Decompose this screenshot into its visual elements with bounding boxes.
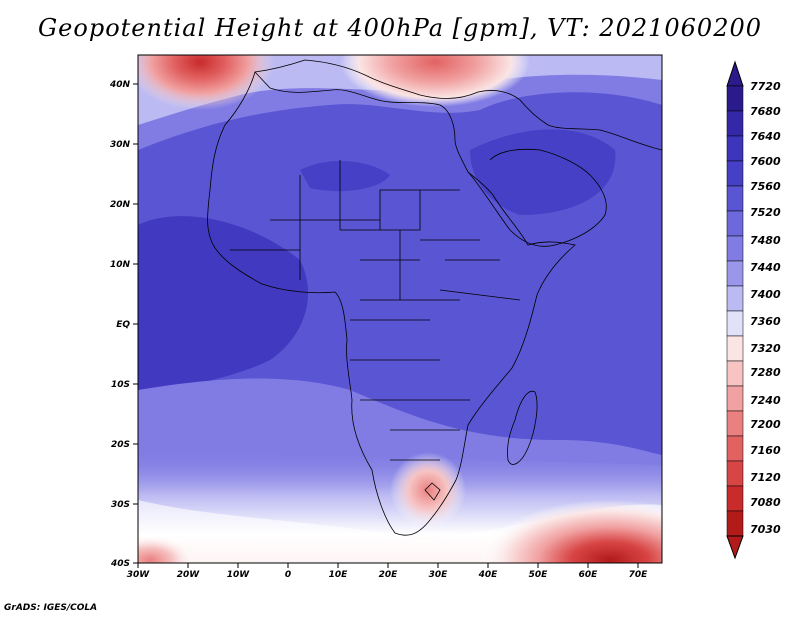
lon-label: 0 (285, 570, 291, 580)
colorbar-swatch (726, 435, 744, 462)
colorbar-label: 7720 (750, 80, 781, 93)
colorbar-label: 7160 (750, 444, 781, 457)
colorbar-label: 7560 (750, 180, 781, 193)
colorbar-swatches (726, 85, 744, 537)
colorbar-label: 7640 (750, 130, 781, 143)
lon-label: 10E (329, 570, 349, 580)
colorbar-label: 7030 (750, 523, 781, 536)
colorbar-swatch (726, 285, 744, 312)
colorbar-swatch (726, 410, 744, 437)
lat-label: 40S (110, 559, 130, 569)
colorbar-swatch (726, 235, 744, 262)
colorbar-label: 7680 (750, 105, 781, 118)
lon-label: 20W (177, 570, 201, 580)
lat-label: 30S (111, 500, 130, 510)
colorbar-label: 7200 (750, 418, 781, 431)
credit-text: GrADS: IGES/COLA (4, 603, 98, 613)
colorbar-label: 7280 (750, 366, 781, 379)
coastlines (207, 59, 662, 536)
colorbar-swatch (726, 135, 744, 162)
colorbar-swatch (726, 385, 744, 412)
lat-label: 40N (109, 80, 131, 90)
colorbar-label: 7320 (750, 342, 781, 355)
lat-label: 20N (110, 200, 131, 210)
colorbar-swatch (726, 335, 744, 362)
colorbar-swatch (726, 85, 744, 112)
lat-label: 20S (111, 440, 130, 450)
colorbar-label: 7600 (750, 155, 781, 168)
colorbar-swatch (726, 460, 744, 487)
lat-label: 10S (111, 380, 130, 390)
colorbar-swatch (726, 360, 744, 387)
colorbar-label: 7440 (750, 261, 781, 274)
colorbar-top-arrow (726, 60, 744, 87)
colorbar-swatch (726, 210, 744, 237)
colorbar-label: 7520 (750, 206, 781, 219)
colorbar-label: 7480 (750, 234, 781, 247)
colorbar-swatch (726, 485, 744, 512)
lon-label: 60E (579, 570, 599, 580)
colorbar-labels: 7720 7680 7640 7600 7560 7520 7480 7440 … (750, 80, 781, 536)
colorbar-swatch (726, 160, 744, 187)
colorbar-label: 7120 (750, 471, 781, 484)
colorbar-swatch (726, 310, 744, 337)
colorbar-label: 7240 (750, 394, 781, 407)
colorbar-swatch (726, 110, 744, 137)
lon-label: 70E (629, 570, 649, 580)
lat-label: 30N (110, 140, 131, 150)
colorbar-swatch (726, 260, 744, 287)
lon-label: 30W (127, 570, 151, 580)
colorbar: 7720 7680 7640 7600 7560 7520 7480 7440 … (726, 60, 781, 560)
lon-label: 10W (227, 570, 251, 580)
map-frame (137, 54, 663, 564)
height-field (138, 55, 662, 563)
colorbar-swatch (726, 185, 744, 212)
longitude-labels: 30W 20W 10W 0 10E 20E 30E 40E 50E 60E 70… (127, 570, 648, 580)
lon-label: 40E (478, 570, 499, 580)
lat-label: 10N (110, 260, 131, 270)
lon-label: 30E (429, 570, 449, 580)
colorbar-bottom-arrow (726, 535, 744, 560)
map-title: Geopotential Height at 400hPa [gpm], VT:… (38, 14, 762, 42)
colorbar-label: 7400 (750, 288, 781, 301)
colorbar-label: 7080 (750, 496, 781, 509)
axis-ticks (133, 83, 639, 568)
colorbar-label: 7360 (750, 315, 781, 328)
lon-label: 50E (529, 570, 549, 580)
colorbar-swatch (726, 510, 744, 537)
latitude-labels: 40N 30N 20N 10N EQ 10S 20S 30S 40S (109, 80, 131, 569)
lat-label: EQ (116, 320, 130, 330)
lon-label: 20E (379, 570, 399, 580)
